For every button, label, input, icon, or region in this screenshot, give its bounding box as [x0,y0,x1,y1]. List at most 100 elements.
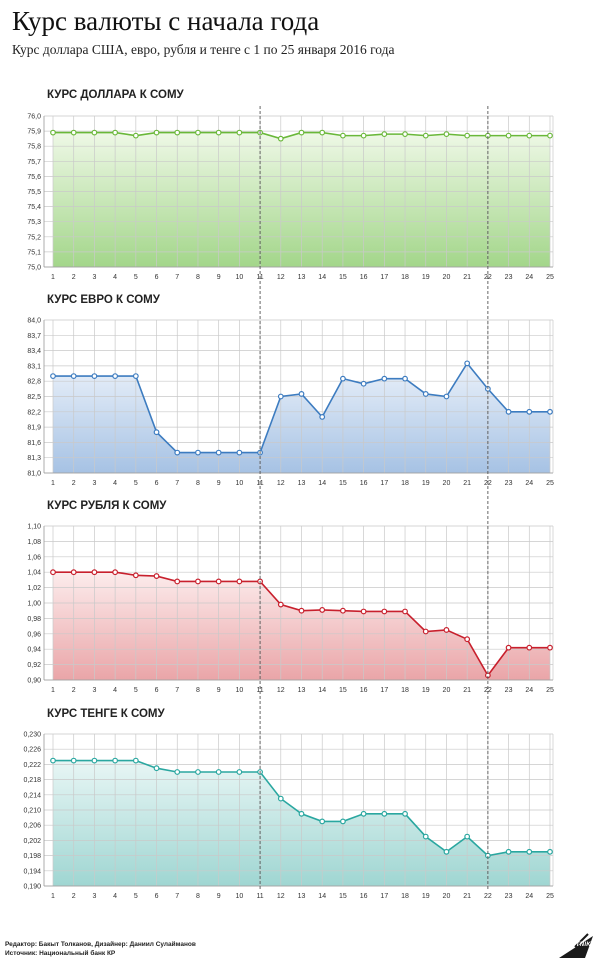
y-tick-label: 0,96 [27,631,41,638]
chart-title-usd: КУРС ДОЛЛАРА К СОМУ [47,89,184,101]
x-tick-label: 6 [155,687,159,694]
data-point [319,818,326,825]
data-point [195,578,201,585]
y-tick-label: 0,90 [27,678,41,685]
y-tick-label: 83,1 [27,363,41,370]
data-point [526,132,533,139]
x-tick-label: 16 [360,480,368,487]
data-point [360,380,367,387]
x-tick-label: 21 [463,274,471,281]
data-point [340,818,346,825]
data-point [91,373,98,380]
x-tick-label: 19 [422,893,430,900]
x-tick-label: 13 [298,480,306,487]
x-tick-label: 12 [277,274,285,281]
x-tick-label: 3 [92,274,96,281]
y-tick-label: 0,198 [23,853,41,860]
data-point [277,393,284,400]
y-tick-label: 75,3 [27,219,41,226]
data-point [112,129,119,136]
data-point [298,391,305,397]
x-tick-label: 6 [155,480,159,487]
y-tick-label: 0,98 [27,616,41,623]
y-tick-label: 0,94 [27,647,41,654]
data-point [381,608,388,615]
x-tick-label: 4 [113,274,117,281]
x-tick-label: 3 [92,687,96,694]
sputnik-logo-text: SPUTNIK [563,942,591,948]
x-tick-label: 18 [401,274,409,281]
data-point [547,132,553,139]
data-point [277,795,284,802]
data-point [91,569,98,576]
x-tick-label: 5 [134,480,138,487]
data-point [402,810,408,817]
y-tick-label: 0,222 [23,762,41,769]
x-tick-label: 16 [360,893,368,900]
credits-source: Источник: Национальный банк КР [5,950,116,957]
data-point [70,129,77,136]
x-tick-label: 23 [505,687,513,694]
y-tick-label: 0,214 [23,792,41,799]
data-point [174,449,181,456]
data-point [443,627,450,633]
y-tick-label: 0,92 [27,662,41,669]
data-point [381,131,388,138]
data-point [215,129,222,136]
data-point [360,810,367,817]
x-tick-label: 14 [318,687,326,694]
x-tick-label: 13 [298,893,306,900]
x-tick-label: 11 [256,687,263,694]
data-point [132,572,139,579]
y-tick-label: 84,0 [27,318,41,325]
x-tick-label: 3 [92,480,96,487]
data-point [215,578,222,585]
data-point [195,769,201,775]
x-tick-label: 1 [51,480,55,487]
x-tick-label: 12 [277,893,285,900]
x-tick-label: 7 [175,687,179,694]
data-point [319,129,326,136]
x-tick-label: 2 [72,687,76,694]
x-tick-label: 4 [113,480,117,487]
x-tick-label: 11 [256,893,263,900]
x-tick-label: 14 [318,893,326,900]
data-point [50,129,56,136]
y-tick-label: 81,0 [27,471,41,478]
x-tick-label: 21 [463,480,471,487]
data-point [70,373,77,380]
data-point [464,132,471,139]
x-tick-label: 24 [525,480,533,487]
x-tick-label: 22 [484,687,492,694]
x-tick-label: 25 [546,687,554,694]
data-point [464,636,471,643]
data-point [236,578,243,585]
data-point [319,414,326,420]
data-point [360,132,367,139]
y-tick-label: 75,6 [27,174,41,181]
x-tick-label: 2 [72,893,76,900]
x-tick-label: 5 [134,893,138,900]
y-tick-label: 1,10 [27,524,41,531]
chart-title-rub: КУРС РУБЛЯ К СОМУ [47,500,167,512]
chart-title-eur: КУРС ЕВРО К СОМУ [47,294,160,306]
data-point [50,373,56,380]
x-tick-label: 13 [298,687,306,694]
data-point [340,375,346,382]
data-point [174,769,181,775]
x-tick-label: 23 [505,480,513,487]
x-tick-label: 3 [92,893,96,900]
x-tick-label: 21 [463,893,471,900]
credits: Редактор: Бакыт Толканов, Дизайнер: Дани… [5,940,196,958]
data-point [174,578,181,585]
y-tick-label: 1,08 [27,539,41,546]
data-point [153,129,160,136]
x-tick-label: 1 [51,274,55,281]
chart-2: 0,90 0,92 0,94 0,96 0,98 1,00 1,02 1,04 1,06 1,08… [27,524,554,695]
x-tick-label: 15 [339,893,347,900]
data-point [381,810,388,817]
x-tick-label: 24 [525,687,533,694]
y-tick-label: 82,5 [27,394,41,401]
y-tick-label: 82,2 [27,409,41,416]
x-tick-label: 6 [155,893,159,900]
